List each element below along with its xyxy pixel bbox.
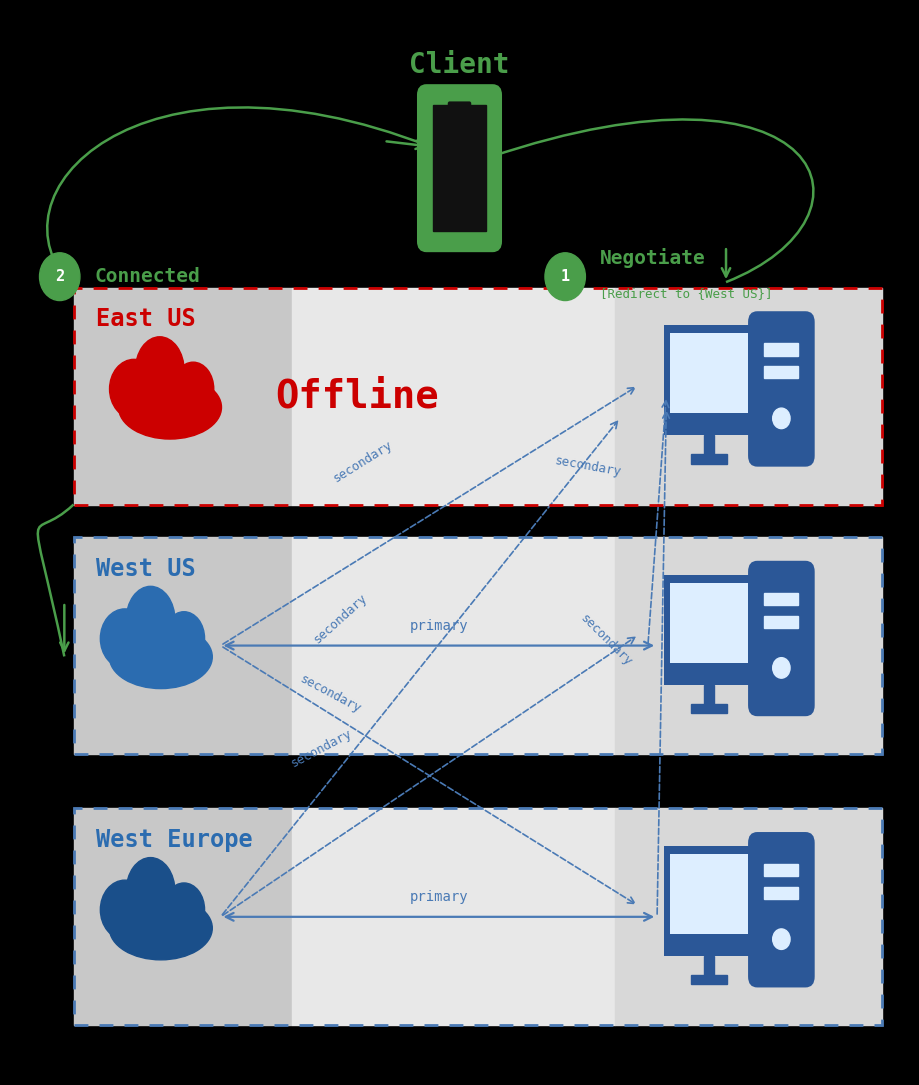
Bar — [765, 888, 799, 899]
Ellipse shape — [126, 857, 175, 926]
Text: primary: primary — [410, 618, 468, 633]
Bar — [691, 975, 727, 984]
Circle shape — [773, 929, 790, 949]
Text: secondary: secondary — [298, 673, 364, 716]
Text: secondary: secondary — [331, 437, 395, 485]
Ellipse shape — [100, 609, 149, 668]
FancyBboxPatch shape — [671, 333, 748, 413]
Bar — [765, 593, 799, 605]
Bar — [765, 865, 799, 877]
Text: Connected: Connected — [95, 267, 200, 286]
Bar — [691, 704, 727, 713]
Bar — [433, 105, 486, 231]
FancyBboxPatch shape — [664, 846, 754, 956]
Text: Offline: Offline — [276, 376, 439, 416]
Bar — [74, 537, 292, 754]
Ellipse shape — [119, 375, 221, 439]
Ellipse shape — [109, 625, 212, 689]
Bar — [292, 537, 616, 754]
Text: secondary: secondary — [311, 591, 369, 646]
Bar — [292, 808, 616, 1025]
Circle shape — [773, 658, 790, 678]
Ellipse shape — [109, 359, 158, 419]
Ellipse shape — [126, 586, 175, 654]
Bar — [616, 537, 882, 754]
Bar — [74, 288, 292, 505]
Bar — [616, 808, 882, 1025]
Ellipse shape — [109, 896, 212, 960]
Bar — [704, 956, 714, 975]
Ellipse shape — [173, 362, 214, 416]
Text: West US: West US — [96, 557, 197, 580]
FancyBboxPatch shape — [671, 854, 748, 934]
Text: 2: 2 — [55, 269, 64, 284]
FancyBboxPatch shape — [419, 87, 500, 251]
Text: East US: East US — [96, 307, 197, 331]
Bar — [74, 537, 882, 754]
Text: primary: primary — [410, 890, 468, 904]
Bar — [765, 616, 799, 628]
FancyBboxPatch shape — [671, 583, 748, 663]
Bar — [691, 455, 727, 463]
FancyBboxPatch shape — [664, 326, 754, 435]
FancyBboxPatch shape — [748, 832, 815, 987]
Bar — [74, 808, 882, 1025]
FancyBboxPatch shape — [448, 101, 471, 110]
FancyBboxPatch shape — [748, 561, 815, 716]
Text: [Redirect to {West US}]: [Redirect to {West US}] — [600, 288, 773, 301]
FancyBboxPatch shape — [664, 575, 754, 685]
Bar — [74, 288, 882, 505]
Ellipse shape — [164, 612, 205, 665]
Bar — [765, 367, 799, 379]
Ellipse shape — [135, 336, 184, 405]
Text: secondary: secondary — [578, 612, 635, 668]
Circle shape — [40, 253, 80, 301]
Text: West Europe: West Europe — [96, 828, 254, 852]
Text: secondary: secondary — [554, 455, 622, 478]
Bar — [704, 435, 714, 455]
Bar — [704, 685, 714, 704]
Ellipse shape — [164, 883, 205, 936]
Ellipse shape — [100, 880, 149, 940]
Text: 1: 1 — [561, 269, 570, 284]
Bar — [292, 288, 616, 505]
Text: secondary: secondary — [289, 727, 355, 770]
Bar — [765, 344, 799, 356]
Text: Negotiate: Negotiate — [600, 248, 706, 268]
Circle shape — [773, 408, 790, 429]
Circle shape — [545, 253, 585, 301]
Bar — [616, 288, 882, 505]
Text: Client: Client — [409, 51, 510, 79]
FancyBboxPatch shape — [748, 311, 815, 467]
Bar — [74, 808, 292, 1025]
